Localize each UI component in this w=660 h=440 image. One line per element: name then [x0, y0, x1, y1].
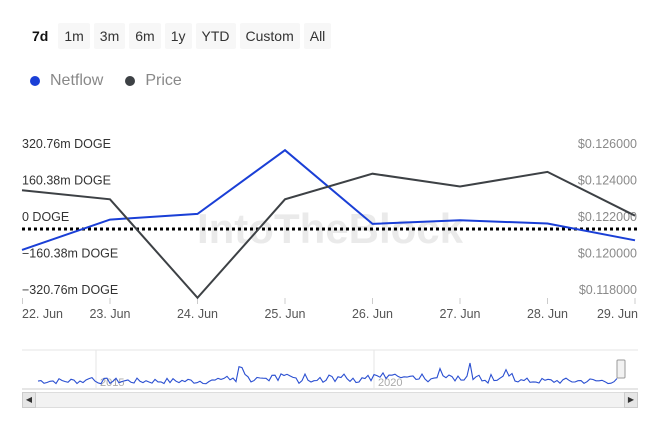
x-axis-tick-label: 29. Jun [597, 307, 638, 321]
left-axis-tick-label: 0 DOGE [22, 210, 69, 224]
scroll-right-button[interactable]: ▶ [624, 392, 638, 408]
right-axis-tick-label: $0.122000 [578, 210, 637, 224]
navigator-series-line [37, 362, 618, 385]
range-1y-button[interactable]: 1y [164, 23, 192, 49]
scroll-left-button[interactable]: ◀ [22, 392, 36, 408]
range-selector: 7d 1m 3m 6m 1y YTD Custom All [26, 23, 332, 49]
navigator-scrollbar[interactable] [22, 392, 638, 408]
range-ytd-button[interactable]: YTD [195, 23, 236, 49]
legend-dot-netflow [30, 76, 40, 86]
x-axis-tick-label: 28. Jun [527, 307, 568, 321]
chart-legend: Netflow Price [30, 72, 182, 90]
left-axis-tick-label: −160.38m DOGE [22, 247, 118, 261]
x-axis-tick-label: 25. Jun [264, 307, 305, 321]
navigator: 2015 2020 [22, 349, 638, 390]
navigator-label: 2020 [378, 377, 402, 389]
navigator-label: 2015 [100, 377, 124, 389]
x-axis-tick-label: 27. Jun [439, 307, 480, 321]
range-custom-button[interactable]: Custom [239, 23, 300, 49]
axes: 320.76m DOGE 160.38m DOGE 0 DOGE −160.38m D… [22, 137, 638, 321]
series-line-price [21, 170, 636, 300]
x-axis-tick-label: 26. Jun [352, 307, 393, 321]
right-axis-tick-label: $0.118000 [579, 283, 637, 297]
legend-label-price: Price [145, 72, 182, 89]
right-axis-tick-label: $0.124000 [578, 174, 637, 188]
left-axis-tick-label: −320.76m DOGE [22, 283, 118, 297]
x-axis-tick-label: 24. Jun [177, 307, 218, 321]
legend-item-netflow[interactable]: Netflow [30, 72, 103, 90]
legend-item-price[interactable]: Price [125, 72, 182, 90]
range-7d-button[interactable]: 7d [26, 23, 55, 49]
legend-label-netflow: Netflow [50, 72, 104, 89]
series-layer [21, 148, 636, 300]
range-6m-button[interactable]: 6m [129, 23, 161, 49]
left-axis-tick-label: 160.38m DOGE [22, 174, 111, 188]
range-3m-button[interactable]: 3m [93, 23, 126, 49]
legend-dot-price [125, 76, 136, 86]
right-axis-tick-label: $0.120000 [578, 247, 637, 261]
x-axis-tick-label: 23. Jun [89, 307, 130, 321]
range-all-button[interactable]: All [303, 23, 332, 49]
x-axis-tick-label: 22. Jun [22, 307, 63, 321]
right-axis-tick-label: $0.126000 [578, 137, 637, 151]
range-1m-button[interactable]: 1m [58, 23, 90, 49]
left-axis-tick-label: 320.76m DOGE [22, 137, 111, 151]
navigator-handle [616, 359, 626, 379]
